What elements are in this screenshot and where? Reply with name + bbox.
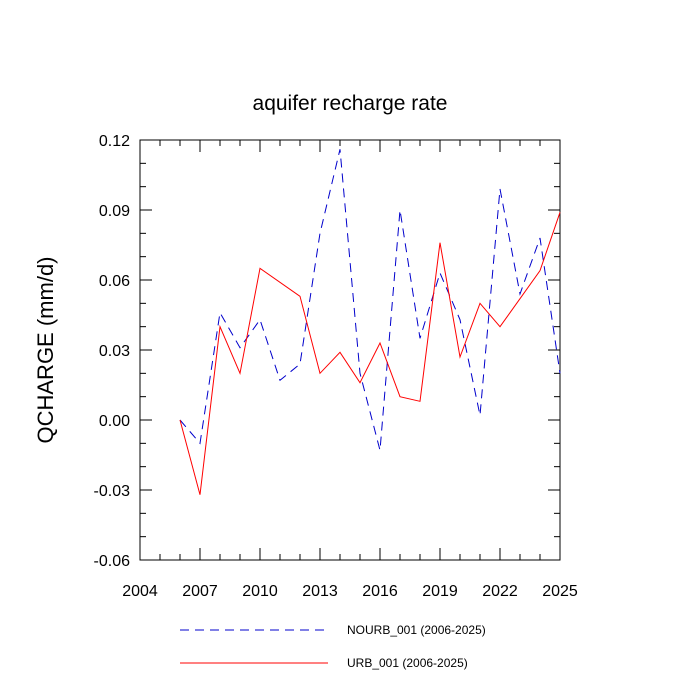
series-line-1: [179, 149, 561, 451]
x-tick-label: 2004: [122, 583, 158, 600]
x-tick-label: 2013: [302, 583, 338, 600]
legend-label-2: URB_001 (2006-2025): [347, 656, 468, 670]
y-tick-label: 0.06: [99, 273, 130, 290]
x-tick-label: 2022: [482, 583, 518, 600]
chart-title: aquifer recharge rate: [253, 92, 448, 115]
y-tick-label: 0.03: [99, 343, 130, 360]
y-tick-label: 0.00: [99, 413, 130, 430]
x-tick-label: 2025: [542, 583, 578, 600]
y-tick-label: -0.03: [94, 483, 131, 500]
x-tick-label: 2010: [242, 583, 278, 600]
y-tick-label: 0.12: [99, 133, 130, 150]
legend-label-1: NOURB_001 (2006-2025): [347, 623, 486, 637]
x-tick-label: 2016: [362, 583, 398, 600]
series-layer: [179, 149, 561, 495]
plot-frame: [139, 139, 561, 561]
x-tick-label: 2007: [182, 583, 218, 600]
series-line-2: [179, 212, 561, 495]
y-tick-label: 0.09: [99, 203, 130, 220]
legend: NOURB_001 (2006-2025) URB_001 (2006-2025): [180, 623, 486, 670]
y-axis-label: QCHARGE (mm/d): [33, 257, 58, 444]
axis-ticks: [139, 139, 561, 561]
x-tick-label: 2019: [422, 583, 458, 600]
axis-tick-labels: -0.06 -0.03 0.00 0.03 0.06 0.09 0.12 2004 2007 20…: [94, 133, 578, 600]
y-tick-label: -0.06: [94, 553, 131, 570]
